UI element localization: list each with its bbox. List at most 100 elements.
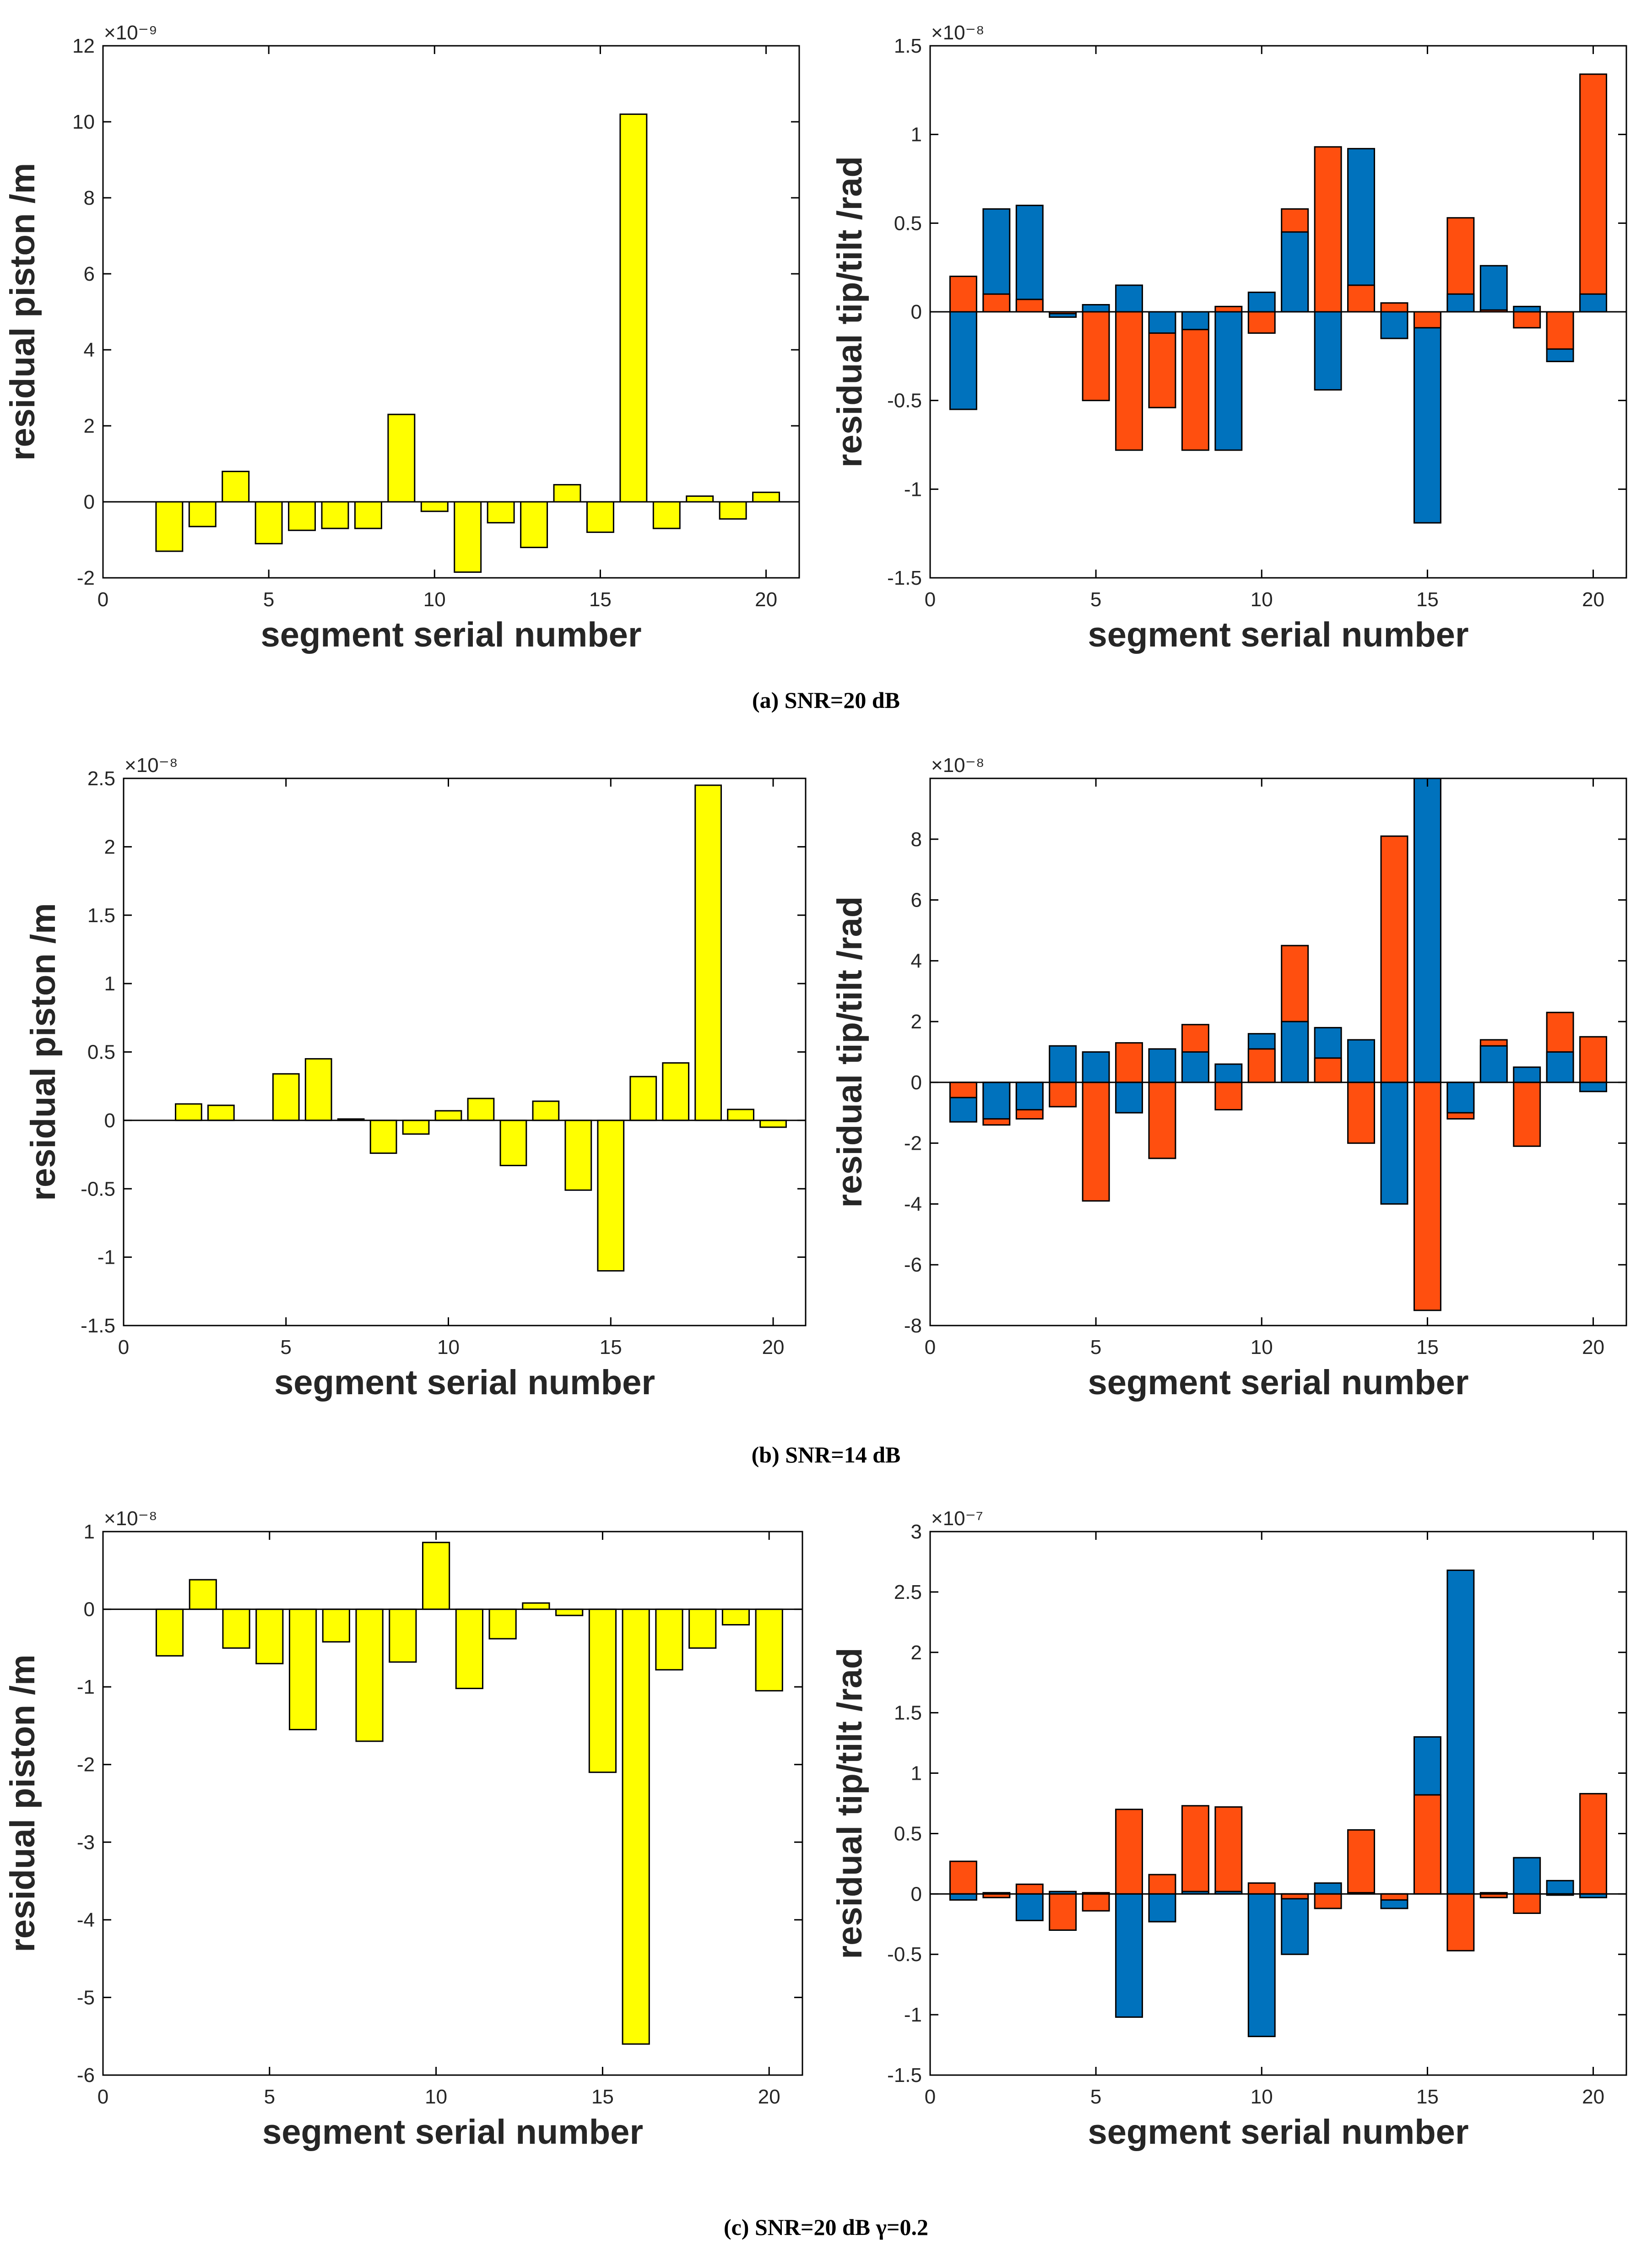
y-tick-label: 0 <box>84 491 95 513</box>
y-tick-label: 4 <box>911 950 922 972</box>
y-tick-label: -0.5 <box>81 1178 115 1200</box>
bar-piston-10 <box>420 501 449 512</box>
bar-tilt-15 <box>1413 311 1441 329</box>
y-tick-label: 10 <box>72 111 95 133</box>
y-tick-label: 2 <box>911 1011 922 1033</box>
chart-b-left: 0 5 10 15 20 -1.5 -1 -0.5 0 0.5 1 1.5 2 2.5 ×10⁻⁸ segme… <box>24 754 807 1402</box>
bar-piston-16 <box>629 1076 657 1121</box>
y-axis-label: residual piston /m <box>3 1654 42 1952</box>
bar-tip-15 <box>1413 311 1441 524</box>
y-tick-label: 1.5 <box>894 35 922 57</box>
plot-area <box>103 46 799 578</box>
bar-tip-18 <box>1513 1066 1541 1083</box>
bar-piston-13 <box>520 501 548 549</box>
y-axis-label: residual tip/tilt /rad <box>830 156 869 467</box>
chart-b-right: 0 5 10 15 20 -8 -6 -4 -2 0 2 4 6 8 ×10⁻⁸ segment serial… <box>830 754 1627 1402</box>
bar-tip-8 <box>1181 1051 1209 1083</box>
bar-tip-9 <box>1214 1063 1243 1083</box>
bar-piston-20 <box>759 1120 787 1128</box>
caption-c: (c) SNR=20 dB γ=0.2 <box>723 2214 929 2240</box>
bar-tip-15 <box>1413 777 1441 1083</box>
x-axis-label: segment serial number <box>1088 615 1468 654</box>
x-tick-label: 5 <box>264 2086 275 2108</box>
bar-piston-15 <box>597 1120 625 1272</box>
x-tick-label: 20 <box>1582 588 1604 611</box>
bar-tip-14 <box>1380 311 1408 339</box>
bar-tilt-8 <box>1181 1805 1209 1895</box>
y-tick-label: -1 <box>904 2004 922 2026</box>
axis-exponent: ×10⁻⁷ <box>931 1507 983 1530</box>
bar-piston-2 <box>175 1103 202 1121</box>
bar-tip-3 <box>1015 1893 1044 1921</box>
bar-tip-19 <box>1546 1051 1574 1083</box>
y-tick-label: 1 <box>911 124 922 146</box>
bar-tilt-18 <box>1513 1082 1541 1147</box>
bar-piston-11 <box>467 1098 495 1121</box>
y-tick-label: -0.5 <box>887 1943 922 1966</box>
axes-box <box>102 1531 803 2076</box>
chart-a-right: 0 5 10 15 20 -1.5 -1 -0.5 0 0.5 1 1.5 ×10⁻⁸ segment s… <box>830 22 1627 654</box>
bar-tip-19 <box>1546 1880 1574 1895</box>
y-tick-label: 12 <box>72 35 95 57</box>
bar-piston-15 <box>588 1609 617 1773</box>
axis-exponent: ×10⁻⁸ <box>104 1507 157 1530</box>
bar-tilt-3 <box>1015 299 1044 313</box>
y-tick-label: -1.5 <box>887 2064 922 2087</box>
bar-tilt-12 <box>1314 146 1342 313</box>
bar-piston-2 <box>155 501 184 552</box>
bar-tilt-2 <box>982 293 1011 313</box>
y-tick-label: 2 <box>104 836 115 858</box>
bar-tilt-4 <box>1049 1082 1077 1108</box>
bar-tilt-10 <box>1247 311 1276 334</box>
bar-piston-3 <box>188 501 217 527</box>
x-tick-label: 0 <box>925 2086 936 2108</box>
bar-tip-7 <box>1148 311 1176 334</box>
bar-tilt-10 <box>1247 1882 1276 1895</box>
bar-tilt-10 <box>1247 1048 1276 1083</box>
y-tick-label: 0 <box>104 1109 115 1132</box>
bar-tilt-14 <box>1380 1893 1408 1901</box>
bar-piston-9 <box>402 1120 430 1135</box>
chart-c-right: 0 5 10 15 20 -1.5 -1 -0.5 0 0.5 1 1.5 2 2.5 3 ×10⁻⁷ segm… <box>830 1507 1627 2152</box>
bar-tilt-20 <box>1579 1793 1608 1895</box>
y-axis-label: residual tip/tilt /rad <box>830 1648 869 1959</box>
bar-tip-5 <box>1082 304 1110 313</box>
bar-piston-10 <box>434 1110 462 1121</box>
bar-tip-13 <box>1347 1039 1376 1083</box>
bar-tilt-12 <box>1314 1057 1342 1083</box>
x-tick-label: 0 <box>97 588 108 611</box>
y-tick-label: -1 <box>77 1676 95 1698</box>
y-tick-label: 0 <box>911 1071 922 1094</box>
bar-tip-6 <box>1115 1893 1143 2018</box>
bar-piston-9 <box>387 413 416 503</box>
y-tick-label: -2 <box>77 1754 95 1776</box>
y-tick-label: 0.5 <box>894 212 922 234</box>
bar-tilt-16 <box>1446 1893 1475 1951</box>
x-tick-label: 20 <box>755 588 777 611</box>
y-tick-label: 6 <box>84 263 95 285</box>
bar-tip-9 <box>1214 311 1243 451</box>
bar-piston-7 <box>322 1609 350 1643</box>
bar-piston-14 <box>564 1120 592 1191</box>
x-tick-label: 10 <box>1251 588 1273 611</box>
bar-tip-11 <box>1281 231 1309 313</box>
x-tick-label: 0 <box>925 1336 936 1359</box>
x-tick-label: 10 <box>1251 1336 1273 1359</box>
y-tick-label: 0.5 <box>894 1822 922 1845</box>
bar-piston-19 <box>719 501 747 520</box>
x-tick-label: 5 <box>1090 1336 1101 1359</box>
y-tick-label: 6 <box>911 889 922 912</box>
y-tick-label: 0 <box>911 301 922 323</box>
bar-piston-12 <box>499 1120 527 1166</box>
bar-tip-12 <box>1314 311 1342 391</box>
bar-tilt-4 <box>1049 1893 1077 1931</box>
y-tick-label: 0.5 <box>87 1041 115 1064</box>
y-tick-label: 1 <box>104 973 115 995</box>
bar-tip-12 <box>1314 1882 1342 1895</box>
bar-piston-10 <box>422 1542 450 1610</box>
x-tick-label: 15 <box>600 1336 622 1359</box>
x-tick-label: 20 <box>1582 1336 1604 1359</box>
bar-tilt-14 <box>1380 835 1408 1083</box>
